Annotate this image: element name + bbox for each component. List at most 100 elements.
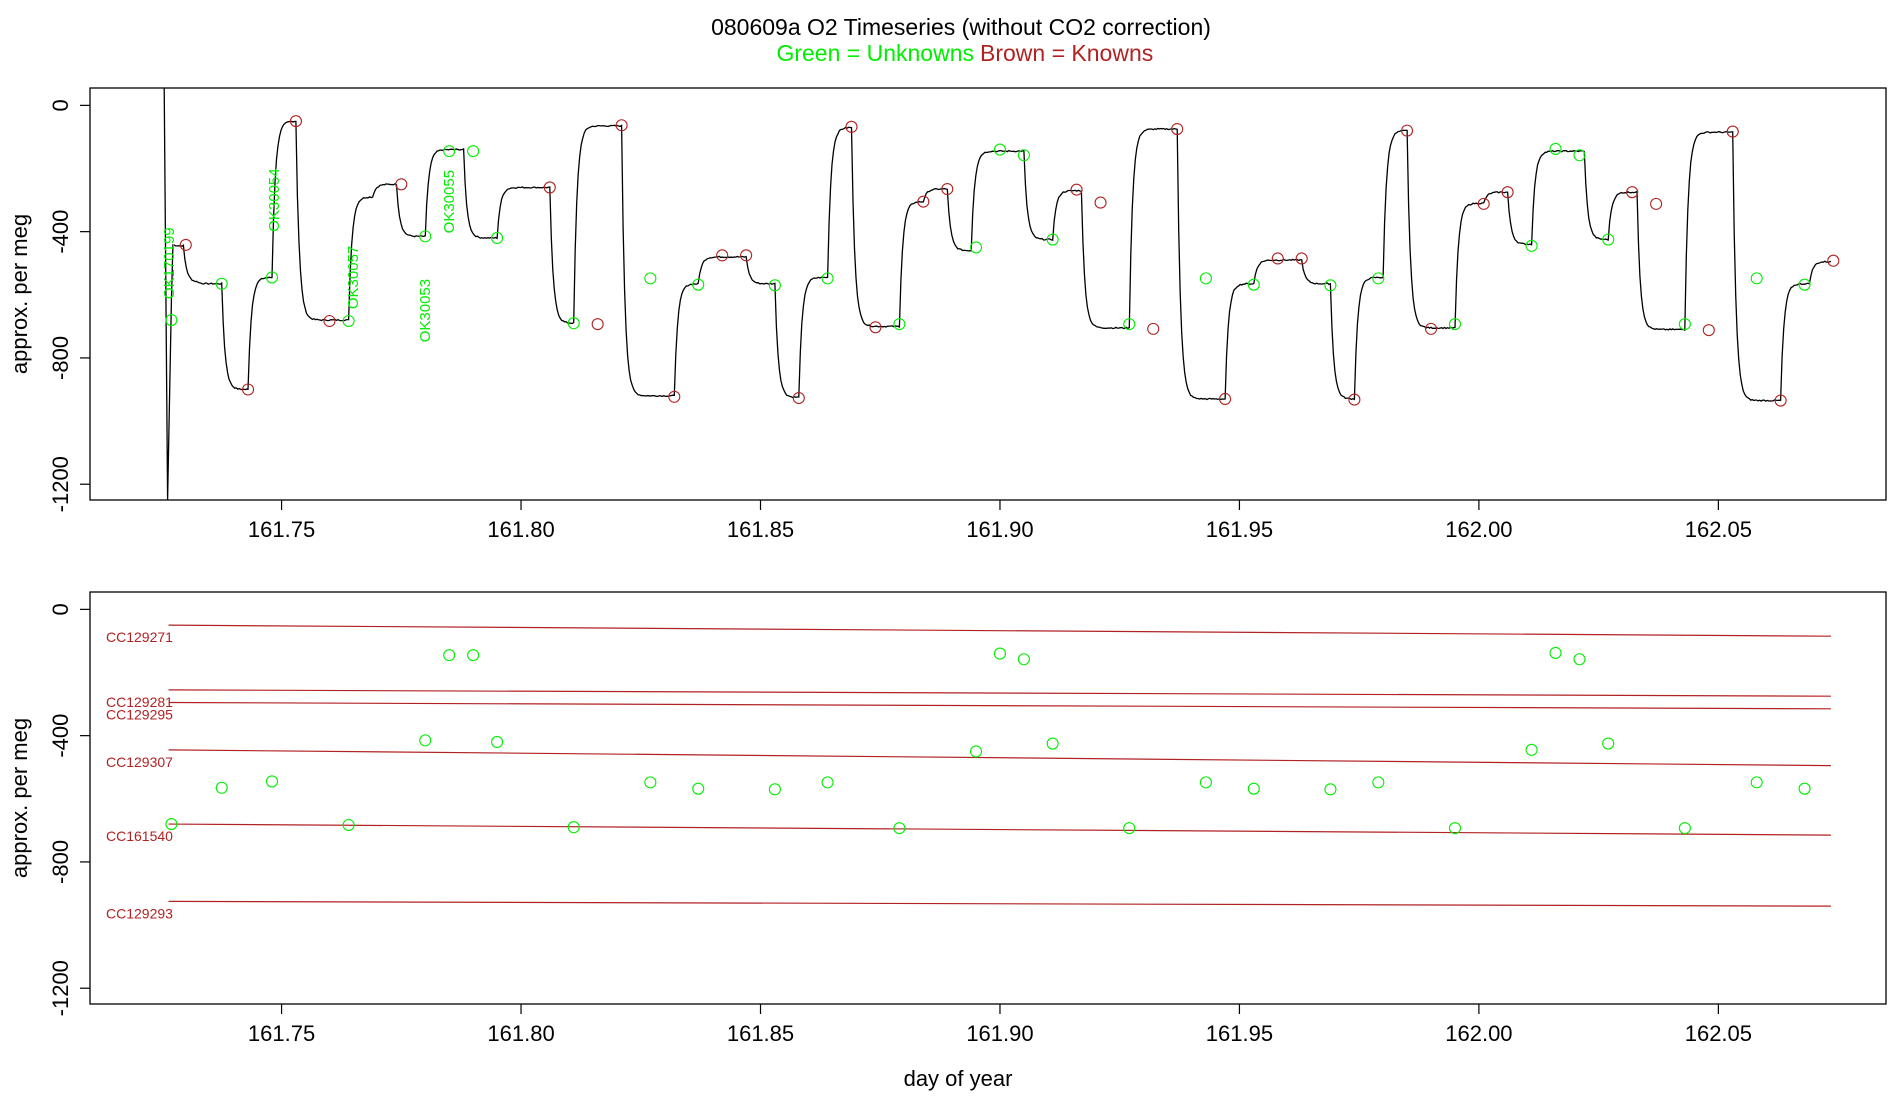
bottom-y-axis-label: approx. per meg bbox=[7, 718, 32, 878]
top-plot-frame bbox=[89, 87, 1887, 501]
bottom-y-tick-label: -800 bbox=[48, 840, 73, 884]
sample-id-label: OK30053 bbox=[417, 279, 434, 342]
top-x-tick-label: 161.80 bbox=[487, 517, 554, 542]
unknown-point bbox=[1525, 743, 1538, 756]
unknown-point bbox=[1602, 233, 1615, 246]
unknown-point bbox=[491, 735, 504, 749]
unknown-point bbox=[768, 783, 781, 796]
known-point bbox=[615, 119, 628, 132]
known-point bbox=[289, 115, 302, 128]
top-y-axis-label: approx. per meg bbox=[7, 214, 32, 374]
top-panel: approx. per meg 161.75 161.80 161.85 161.90… bbox=[7, 87, 1887, 542]
bottom-plot-frame bbox=[89, 591, 1887, 1005]
bottom-panel: approx. per meg day of year 161.75 161.80… bbox=[7, 591, 1887, 1091]
known-point bbox=[941, 182, 954, 196]
top-y-tick-label: -400 bbox=[48, 210, 73, 254]
top-x-tick-label: 162.00 bbox=[1445, 517, 1512, 542]
unknown-point bbox=[1199, 776, 1212, 789]
unknown-point bbox=[342, 818, 355, 832]
reference-line-label: CC129293 bbox=[106, 905, 173, 921]
sample-id-label: OK30055 bbox=[441, 170, 458, 233]
known-point bbox=[1774, 394, 1787, 407]
subtitle-brown: Brown = Knowns bbox=[980, 40, 1153, 66]
known-point bbox=[1501, 186, 1514, 199]
reference-line-label: CC129307 bbox=[106, 754, 173, 770]
unknown-point bbox=[1123, 822, 1136, 835]
unknown-point bbox=[692, 782, 705, 795]
unknown-point bbox=[265, 775, 279, 788]
bottom-x-tick-label: 162.05 bbox=[1685, 1021, 1752, 1046]
unknown-point bbox=[443, 145, 456, 158]
known-point bbox=[792, 391, 805, 405]
known-point bbox=[1171, 122, 1184, 136]
known-point bbox=[1401, 124, 1414, 137]
unknown-point bbox=[969, 745, 983, 758]
unknown-point bbox=[644, 776, 657, 789]
bottom-y-tick-label: -400 bbox=[48, 714, 73, 758]
top-known-markers bbox=[179, 115, 1840, 407]
known-point bbox=[668, 390, 681, 403]
known-point bbox=[543, 181, 556, 194]
known-point bbox=[1295, 252, 1308, 265]
known-point bbox=[591, 318, 604, 331]
unknown-point bbox=[491, 231, 504, 245]
known-point bbox=[1219, 392, 1232, 406]
known-point bbox=[716, 249, 729, 262]
known-point bbox=[740, 249, 753, 262]
unknown-point bbox=[821, 776, 834, 789]
known-point bbox=[845, 120, 858, 133]
unknown-point bbox=[1798, 278, 1811, 291]
known-point bbox=[1650, 197, 1663, 210]
unknown-point bbox=[969, 241, 983, 254]
known-point bbox=[917, 195, 930, 208]
unknown-point bbox=[419, 230, 432, 243]
known-point bbox=[1271, 252, 1284, 265]
unknown-point bbox=[1750, 272, 1763, 285]
sample-id-label: OK30054 bbox=[266, 168, 283, 231]
unknown-point bbox=[567, 821, 580, 834]
unknown-point bbox=[1247, 278, 1260, 291]
unknown-point bbox=[265, 271, 279, 284]
unknown-point bbox=[1602, 737, 1615, 750]
unknown-point bbox=[1199, 272, 1212, 285]
sample-id-label: OK30057 bbox=[345, 246, 362, 309]
bottom-x-tick-label: 161.95 bbox=[1206, 1021, 1273, 1046]
top-y-tick-label: -1200 bbox=[48, 456, 73, 512]
top-x-tick-label: 161.85 bbox=[727, 517, 794, 542]
top-unknown-markers bbox=[165, 142, 1811, 331]
subtitle-green: Green = Unknowns bbox=[776, 40, 974, 66]
reference-line-label: CC129295 bbox=[106, 706, 173, 722]
chart-title: 080609a O2 Timeseries (without CO2 corre… bbox=[711, 14, 1211, 40]
known-point bbox=[869, 321, 882, 334]
unknown-point bbox=[165, 817, 178, 831]
reference-line bbox=[168, 624, 1831, 637]
unknown-point bbox=[1324, 279, 1337, 292]
known-point bbox=[1424, 322, 1438, 335]
unknown-point bbox=[768, 279, 781, 292]
unknown-point bbox=[821, 272, 834, 285]
unknown-point bbox=[692, 278, 705, 291]
top-x-tick-label: 161.75 bbox=[248, 517, 315, 542]
top-annotations: OK170199 OK30054 OK30057 OK30053 OK30055 bbox=[161, 168, 458, 342]
unknown-point bbox=[993, 647, 1007, 660]
unknown-point bbox=[1525, 239, 1538, 252]
bottom-unknown-markers bbox=[165, 646, 1811, 835]
unknown-point bbox=[893, 318, 906, 331]
bottom-x-tick-label: 161.85 bbox=[727, 1021, 794, 1046]
unknown-point bbox=[1678, 318, 1691, 331]
unknown-point bbox=[1573, 149, 1586, 162]
known-point bbox=[1094, 196, 1107, 209]
sample-id-label: OK170199 bbox=[161, 227, 178, 299]
bottom-axes: 161.75 161.80 161.85 161.90 161.95 162.00 162.… bbox=[48, 603, 1752, 1046]
bottom-x-tick-label: 161.75 bbox=[248, 1021, 315, 1046]
top-y-tick-label: -800 bbox=[48, 336, 73, 380]
known-point bbox=[395, 178, 408, 191]
unknown-point bbox=[1372, 272, 1385, 285]
bottom-y-tick-label: 0 bbox=[48, 603, 73, 615]
unknown-point bbox=[1247, 782, 1260, 795]
top-y-tick-label: 0 bbox=[48, 99, 73, 111]
unknown-point bbox=[993, 143, 1007, 156]
unknown-point bbox=[1123, 318, 1136, 331]
unknown-point bbox=[1798, 782, 1811, 795]
